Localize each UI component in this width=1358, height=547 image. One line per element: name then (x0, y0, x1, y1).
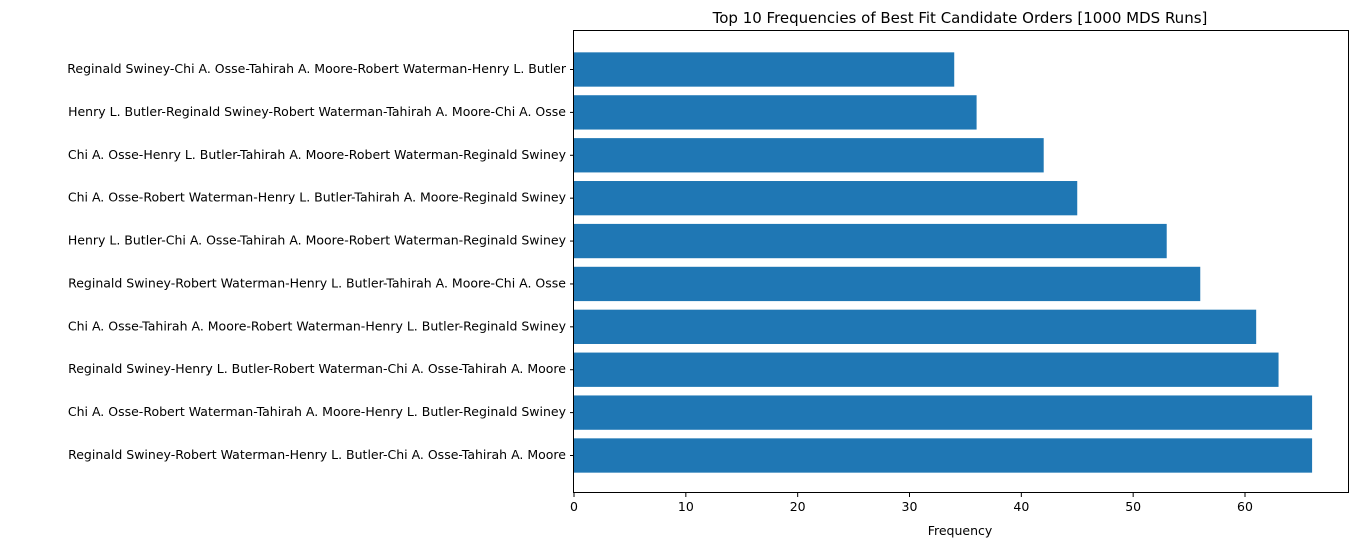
x-tick-label: 20 (790, 499, 806, 514)
bar (574, 95, 977, 130)
bar (574, 309, 1257, 344)
x-tick-label: 0 (570, 499, 578, 514)
bars-group (574, 52, 1313, 473)
x-tick-label: 40 (1013, 499, 1029, 514)
x-tick-label: 50 (1125, 499, 1141, 514)
y-tick-label: Reginald Swiney-Robert Waterman-Henry L.… (68, 275, 566, 290)
plot-frame (573, 30, 1349, 493)
bar (574, 266, 1201, 302)
x-tick-label: 10 (678, 499, 694, 514)
bar (574, 395, 1313, 430)
y-tick-label: Henry L. Butler-Reginald Swiney-Robert W… (68, 104, 566, 119)
y-tick-label: Chi A. Osse-Tahirah A. Moore-Robert Wate… (68, 318, 567, 333)
y-axis-ticks: Reginald Swiney-Robert Waterman-Henry L.… (67, 61, 574, 462)
bar (574, 52, 955, 87)
x-tick-label: 30 (902, 499, 918, 514)
x-axis-label: Frequency (928, 523, 993, 538)
bar (574, 223, 1167, 259)
y-tick-label: Henry L. Butler-Chi A. Osse-Tahirah A. M… (68, 233, 567, 248)
y-tick-label: Reginald Swiney-Henry L. Butler-Robert W… (68, 361, 566, 376)
bar (574, 138, 1044, 173)
x-axis-ticks: 0 10 20 30 40 50 60 (570, 493, 1253, 514)
x-tick-label: 60 (1237, 499, 1253, 514)
y-tick-label: Chi A. Osse-Robert Waterman-Henry L. But… (68, 190, 567, 205)
bar (574, 181, 1078, 216)
chart-title: Top 10 Frequencies of Best Fit Candidate… (712, 9, 1208, 27)
y-tick-label: Chi A. Osse-Henry L. Butler-Tahirah A. M… (68, 147, 567, 162)
y-tick-label: Chi A. Osse-Robert Waterman-Tahirah A. M… (68, 404, 567, 419)
bar (574, 352, 1279, 387)
y-tick-label: Reginald Swiney-Robert Waterman-Henry L.… (68, 447, 566, 462)
y-tick-label: Reginald Swiney-Chi A. Osse-Tahirah A. M… (67, 61, 567, 76)
bar (574, 438, 1313, 473)
